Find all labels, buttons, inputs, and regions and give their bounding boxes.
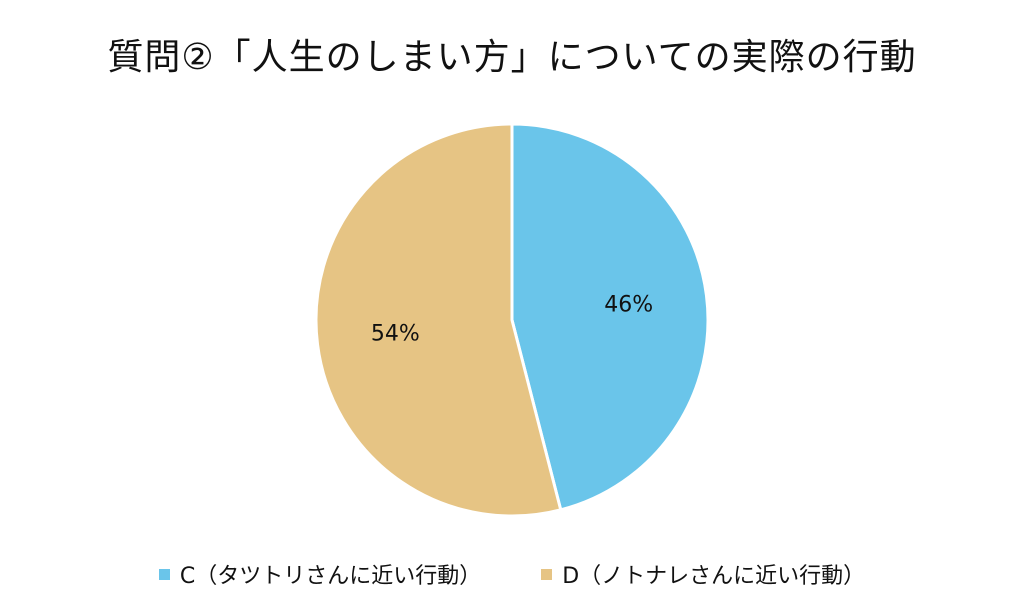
legend-swatch-c	[158, 568, 170, 580]
data-label-d: 54%	[371, 322, 420, 347]
legend-label-c: C（タツトリさんに近い行動）	[179, 564, 482, 589]
legend-label-d: D（ノトナレさんに近い行動）	[562, 564, 866, 589]
pie-slice-c	[510, 122, 710, 512]
legend: C（タツトリさんに近い行動） D（ノトナレさんに近い行動）	[0, 558, 1024, 590]
chart-title: 質問②「人生のしまい方」についての実際の行動	[107, 37, 917, 78]
legend-item-c: C（タツトリさんに近い行動）	[158, 558, 482, 590]
legend-swatch-d	[541, 568, 553, 580]
pie-slice-d	[314, 122, 563, 518]
data-label-c: 46%	[604, 292, 653, 317]
legend-item-d: D（ノトナレさんに近い行動）	[541, 558, 865, 590]
